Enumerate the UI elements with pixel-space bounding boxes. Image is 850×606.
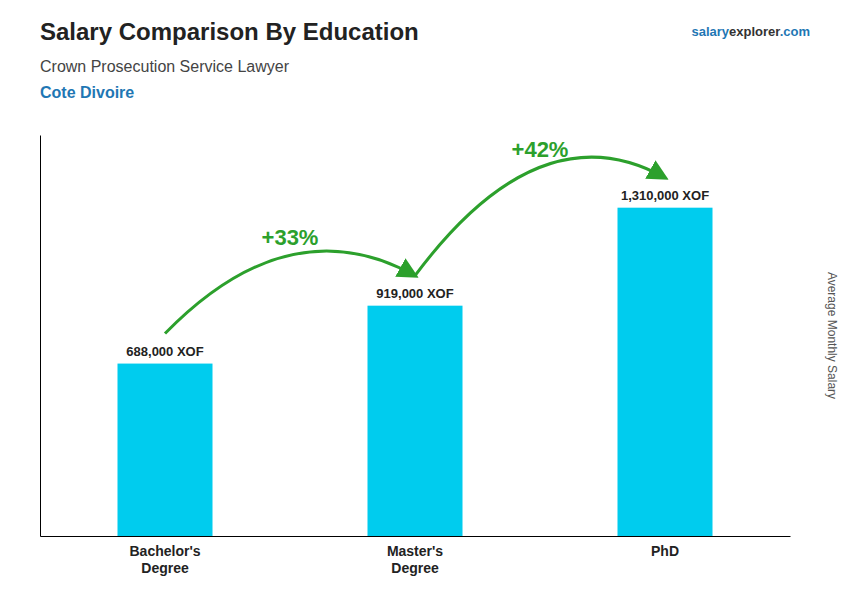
arrow [165,251,415,334]
bars [118,208,713,536]
y-axis-title: Average Monthly Salary [825,272,839,399]
brand-part: salary [691,24,729,39]
y-axis-line [40,136,41,537]
x-tick: Bachelor'sDegree [129,543,200,576]
data-label: 688,000 XOF [126,344,203,359]
x-tick-label-line: Bachelor's [129,543,200,559]
annotation: +33% [262,225,319,250]
x-tick-label-line: Master's [387,543,443,559]
chart: Salary Comparison By Education salaryexpl… [0,0,850,606]
x-tick-label: Bachelor'sDegree [129,543,200,576]
annotation: +42% [512,137,569,162]
country: Cote Divoire [40,84,134,101]
x-tick-label: Master'sDegree [387,543,443,576]
data-label: 1,310,000 XOF [621,188,709,203]
subtitle: Crown Prosecution Service Lawyer [40,58,290,75]
x-tick-label-line: Degree [141,560,189,576]
brand-part: .com [780,24,810,39]
bar [368,306,463,536]
x-tick: Master'sDegree [387,543,443,576]
brand-part: explorer [729,24,780,39]
y-axis [40,136,41,537]
x-tick-label-line: PhD [651,543,679,559]
x-axis-line [41,536,791,537]
data-label: 919,000 XOF [376,286,453,301]
annotations: +33% +42% [165,137,665,333]
arrow [415,157,665,276]
bar [618,208,713,536]
x-axis: Bachelor'sDegreeMaster'sDegreePhD [41,537,791,576]
x-tick: PhD [651,543,679,559]
bar [118,364,213,536]
brand: salaryexplorer.com [691,24,810,39]
plot: Bachelor'sDegreeMaster'sDegreePhD688,000… [41,136,791,576]
title: Salary Comparison By Education [40,18,419,45]
x-tick-label: PhD [651,543,679,559]
x-tick-label-line: Degree [391,560,439,576]
